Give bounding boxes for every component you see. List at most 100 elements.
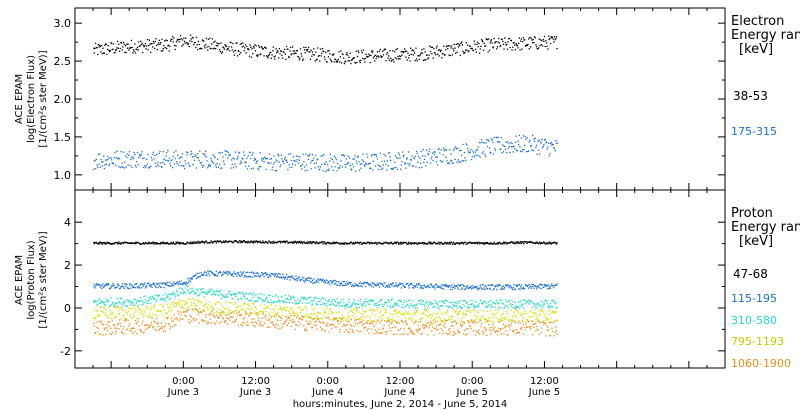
electron-data-point xyxy=(460,149,462,151)
proton-data-point xyxy=(441,284,443,286)
electron-data-point xyxy=(297,162,300,164)
electron-data-point xyxy=(140,40,142,42)
proton-data-point xyxy=(533,323,536,326)
proton-data-point xyxy=(502,302,504,305)
proton-data-point xyxy=(240,240,243,242)
electron-data-point xyxy=(417,155,420,158)
proton-data-point xyxy=(484,305,487,308)
proton-data-point xyxy=(492,284,494,286)
proton-data-point xyxy=(191,308,194,310)
electron-data-point xyxy=(138,45,141,48)
proton-data-point xyxy=(516,331,518,333)
proton-data-point xyxy=(508,299,510,301)
electron-data-point xyxy=(498,37,500,40)
electron-data-point xyxy=(320,55,322,57)
proton-data-point xyxy=(105,309,107,311)
proton-data-point xyxy=(228,309,230,311)
proton-data-point xyxy=(433,305,436,307)
electron-data-point xyxy=(478,155,480,157)
proton-data-point xyxy=(302,297,304,299)
electron-data-point xyxy=(433,153,436,156)
proton-data-point xyxy=(400,300,402,302)
proton-data-point xyxy=(545,324,548,326)
proton-data-point xyxy=(133,242,135,244)
proton-data-point xyxy=(160,286,162,289)
proton-data-point xyxy=(138,317,140,320)
proton-data-point xyxy=(292,321,294,324)
proton-data-point xyxy=(280,307,282,309)
proton-data-point xyxy=(472,287,475,289)
proton-data-point xyxy=(162,241,164,243)
proton-data-point xyxy=(378,286,381,288)
electron-data-point xyxy=(335,61,337,63)
proton-data-point xyxy=(398,305,400,307)
proton-data-point xyxy=(358,242,360,244)
proton-data-point xyxy=(537,285,540,287)
proton-legend-series-47-68: 47-68 xyxy=(733,267,768,281)
electron-data-point xyxy=(412,49,414,51)
proton-data-point xyxy=(243,276,245,278)
electron-data-point xyxy=(278,154,280,157)
proton-data-point xyxy=(327,281,330,283)
electron-data-point xyxy=(240,162,243,164)
proton-data-point xyxy=(471,304,473,306)
proton-data-point xyxy=(230,302,232,304)
proton-data-point xyxy=(119,242,121,244)
proton-data-point xyxy=(268,240,270,242)
proton-data-point xyxy=(139,284,141,286)
electron-data-point xyxy=(400,55,402,57)
proton-data-point xyxy=(353,317,355,319)
proton-data-point xyxy=(133,327,135,329)
proton-data-point xyxy=(436,320,438,323)
electron-data-point xyxy=(164,47,166,49)
proton-data-point xyxy=(514,307,516,310)
electron-data-point xyxy=(512,46,514,48)
proton-data-point xyxy=(336,317,338,319)
proton-data-point xyxy=(300,240,302,243)
proton-data-point xyxy=(185,292,187,295)
proton-data-point xyxy=(549,242,552,244)
electron-data-point xyxy=(379,48,381,51)
proton-data-point xyxy=(512,289,514,291)
proton-data-point xyxy=(258,241,260,243)
proton-data-point xyxy=(290,307,292,309)
electron-data-point xyxy=(124,161,126,163)
proton-data-point xyxy=(269,326,271,328)
proton-data-point xyxy=(272,323,274,326)
proton-data-point xyxy=(366,320,368,322)
electron-data-point xyxy=(432,159,434,162)
proton-data-point xyxy=(469,241,471,243)
proton-data-point xyxy=(527,284,529,287)
electron-data-point xyxy=(278,161,280,163)
proton-data-point xyxy=(202,305,204,307)
proton-data-point xyxy=(355,302,357,305)
electron-data-point xyxy=(375,154,377,156)
proton-data-point xyxy=(305,242,307,244)
proton-data-point xyxy=(375,303,377,305)
proton-data-point xyxy=(421,299,424,301)
proton-data-point xyxy=(476,316,479,318)
proton-data-point xyxy=(199,311,201,313)
proton-data-point xyxy=(386,241,388,244)
electron-data-point xyxy=(335,159,337,161)
electron-data-point xyxy=(345,166,347,168)
proton-data-point xyxy=(172,283,174,285)
proton-data-point xyxy=(315,314,318,316)
proton-data-point xyxy=(488,243,490,245)
electron-data-point xyxy=(443,147,445,149)
proton-legend-series-1060-1900: 1060-1900 xyxy=(731,357,791,370)
electron-data-point xyxy=(347,155,349,157)
proton-data-point xyxy=(280,309,282,311)
proton-data-point xyxy=(468,306,470,309)
electron-data-point xyxy=(447,162,449,165)
proton-data-point xyxy=(468,242,470,244)
proton-data-point xyxy=(217,275,219,277)
electron-data-point xyxy=(480,38,483,41)
proton-data-point xyxy=(523,317,525,319)
electron-data-point xyxy=(462,50,464,52)
proton-data-point xyxy=(329,319,331,321)
electron-data-point xyxy=(140,155,142,157)
proton-data-point xyxy=(346,324,348,326)
electron-data-point xyxy=(283,51,285,53)
proton-data-point xyxy=(172,320,174,322)
